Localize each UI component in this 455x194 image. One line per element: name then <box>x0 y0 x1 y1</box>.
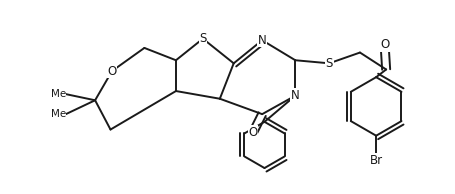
Text: Br: Br <box>369 154 382 167</box>
Text: O: O <box>107 65 116 78</box>
Text: Me: Me <box>51 89 66 99</box>
Text: O: O <box>379 38 389 51</box>
Text: N: N <box>257 34 266 47</box>
Text: Me: Me <box>51 109 66 119</box>
Text: O: O <box>248 126 257 139</box>
Text: S: S <box>325 57 332 70</box>
Text: N: N <box>290 89 299 102</box>
Text: S: S <box>199 32 206 45</box>
